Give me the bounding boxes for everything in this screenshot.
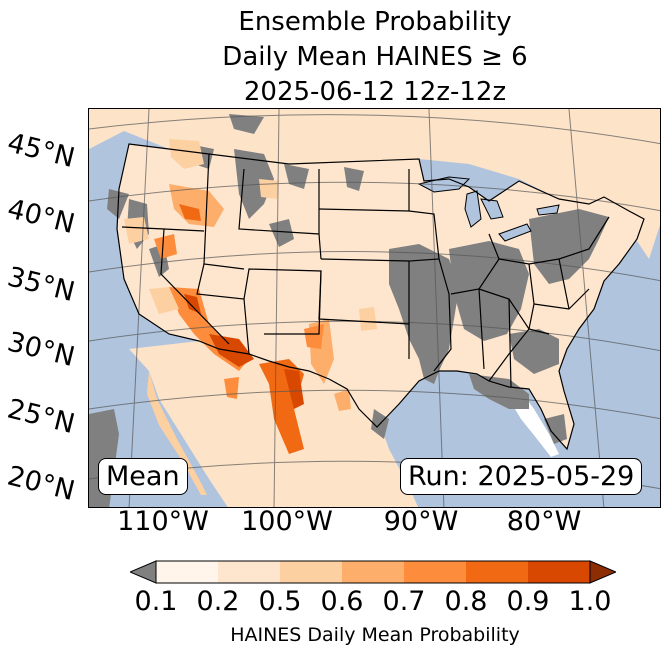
colorbar-tick-2: 0.5 — [258, 586, 302, 617]
colorbar-tick-5: 0.8 — [444, 586, 488, 617]
map-canvas — [89, 109, 660, 507]
colorbar-under-arrow — [130, 560, 157, 584]
probability-field — [124, 139, 377, 454]
mean-box: Mean — [98, 458, 188, 495]
florida — [489, 381, 559, 457]
colorbar-tick-3: 0.6 — [320, 586, 364, 617]
state-borders — [116, 143, 645, 451]
colorbar — [130, 560, 616, 584]
colorbar-tick-7: 1.0 — [568, 586, 612, 617]
lat-label-45: 45°N — [4, 127, 78, 175]
map-panel — [88, 108, 661, 508]
colorbar-tick-6: 0.9 — [506, 586, 550, 617]
colorbar-segment — [466, 561, 529, 583]
lon-label-100: 100°W — [241, 506, 333, 537]
lat-label-20: 20°N — [4, 460, 78, 508]
colorbar-tick-0: 0.1 — [134, 586, 178, 617]
lon-label-80: 80°W — [506, 506, 582, 537]
lon-label-90: 90°W — [383, 506, 459, 537]
lat-label-25: 25°N — [4, 393, 78, 441]
colorbar-over-arrow — [589, 560, 616, 584]
colorbar-outline — [155, 560, 591, 584]
colorbar-segment — [156, 561, 219, 583]
colorbar-label: HAINES Daily Mean Probability — [230, 624, 520, 646]
conus-land — [117, 144, 644, 449]
lat-label-30: 30°N — [4, 326, 78, 374]
canada-land — [89, 109, 660, 259]
colorbar-tick-4: 0.7 — [382, 586, 426, 617]
title-line-1: Ensemble Probability — [238, 7, 512, 37]
title-line-3: 2025-06-12 12z-12z — [243, 77, 507, 107]
lat-label-35: 35°N — [4, 261, 78, 309]
colorbar-segment — [218, 561, 281, 583]
colorbar-segment — [280, 561, 343, 583]
colorbar-segment — [404, 561, 467, 583]
colorbar-segment — [528, 561, 591, 583]
run-date-box: Run: 2025-05-29 — [400, 458, 643, 495]
title-line-2: Daily Mean HAINES ≥ 6 — [222, 42, 528, 72]
colorbar-segments — [156, 561, 591, 583]
lon-label-110: 110°W — [117, 506, 209, 537]
lat-label-40: 40°N — [4, 193, 78, 241]
colorbar-segment — [342, 561, 405, 583]
colorbar-tick-1: 0.2 — [196, 586, 240, 617]
